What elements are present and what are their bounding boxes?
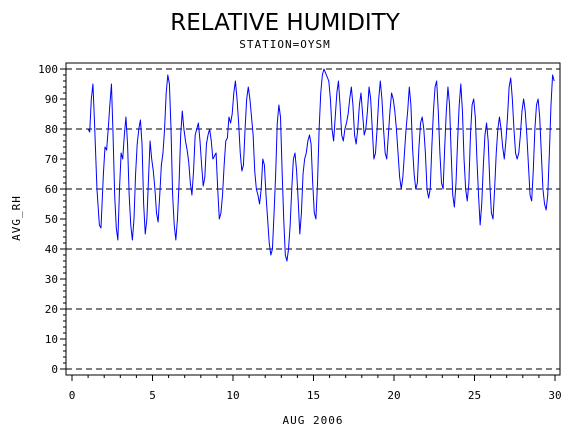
reference-lines	[66, 68, 560, 370]
y-tick-label-10: 10	[45, 333, 58, 346]
y-tick-label-30: 30	[45, 273, 58, 286]
x-tick-label-20: 20	[387, 389, 400, 402]
y-axis-label: AVG_RH	[10, 195, 23, 241]
y-tick-label-20: 20	[45, 303, 58, 316]
y-axis-ticks: 0 10 20 30 40 50 60 70 80 90 100	[38, 63, 66, 376]
x-tick-label-10: 10	[226, 389, 239, 402]
x-tick-label-30: 30	[548, 389, 561, 402]
chart-title: RELATIVE HUMIDITY	[170, 10, 401, 36]
x-tick-label-5: 5	[149, 389, 156, 402]
plot-frame	[65, 62, 561, 376]
y-tick-label-80: 80	[45, 123, 58, 136]
y-tick-label-100: 100	[38, 63, 58, 76]
y-tick-label-90: 90	[45, 93, 58, 106]
plot-border	[65, 62, 561, 376]
y-tick-label-40: 40	[45, 243, 58, 256]
chart-subtitle: STATION=OYSM	[239, 38, 330, 51]
y-tick-label-70: 70	[45, 153, 58, 166]
x-tick-label-25: 25	[468, 389, 481, 402]
series-group	[87, 68, 555, 262]
series-line-0	[87, 68, 555, 262]
y-tick-label-0: 0	[51, 363, 58, 376]
y-tick-label-50: 50	[45, 213, 58, 226]
x-axis-ticks: 0 5 10 15 20 25 30	[69, 375, 562, 402]
x-axis-label: AUG 2006	[283, 414, 344, 427]
y-tick-label-60: 60	[45, 183, 58, 196]
x-tick-label-15: 15	[307, 389, 320, 402]
x-tick-label-0: 0	[69, 389, 76, 402]
